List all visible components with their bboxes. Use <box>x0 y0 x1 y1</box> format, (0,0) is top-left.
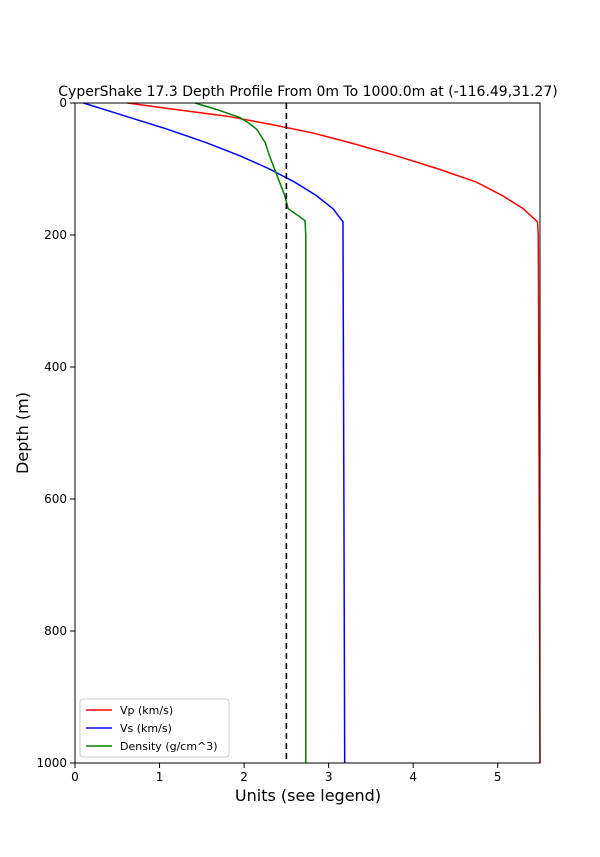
series-line-1 <box>83 102 346 764</box>
series-line-0 <box>127 102 541 764</box>
legend-label-2: Density (g/cm^3) <box>120 740 218 753</box>
chart-title: CyperShake 17.3 Depth Profile From 0m To… <box>58 84 557 100</box>
x-axis-label: Units (see legend) <box>235 786 381 805</box>
y-axis-label: Depth (m) <box>13 392 32 474</box>
x-tick-label-1: 1 <box>156 770 164 784</box>
series-layer <box>83 102 541 764</box>
legend: Vp (km/s) Vs (km/s) Density (g/cm^3) <box>79 698 230 758</box>
x-tick-label-0: 0 <box>71 770 79 784</box>
y-tick-label-1: 200 <box>44 228 67 242</box>
y-tick-label-4: 800 <box>44 624 67 638</box>
x-tick-label-3: 3 <box>325 770 333 784</box>
legend-label-1: Vs (km/s) <box>120 722 172 735</box>
x-tick-label-2: 2 <box>240 770 248 784</box>
series-line-2 <box>194 102 307 763</box>
y-tick-label-0: 0 <box>59 96 67 110</box>
plot-frame <box>74 102 541 764</box>
legend-label-0: Vp (km/s) <box>120 704 173 717</box>
x-axis-ticks: 0 1 2 3 4 5 <box>71 763 502 784</box>
y-tick-label-2: 400 <box>44 360 67 374</box>
y-axis-ticks: 0 200 400 600 800 1000 <box>36 96 75 770</box>
legend-box <box>79 698 230 758</box>
x-tick-label-5: 5 <box>494 770 502 784</box>
x-tick-label-4: 4 <box>409 770 417 784</box>
y-tick-label-5: 1000 <box>36 756 67 770</box>
y-tick-label-3: 600 <box>44 492 67 506</box>
